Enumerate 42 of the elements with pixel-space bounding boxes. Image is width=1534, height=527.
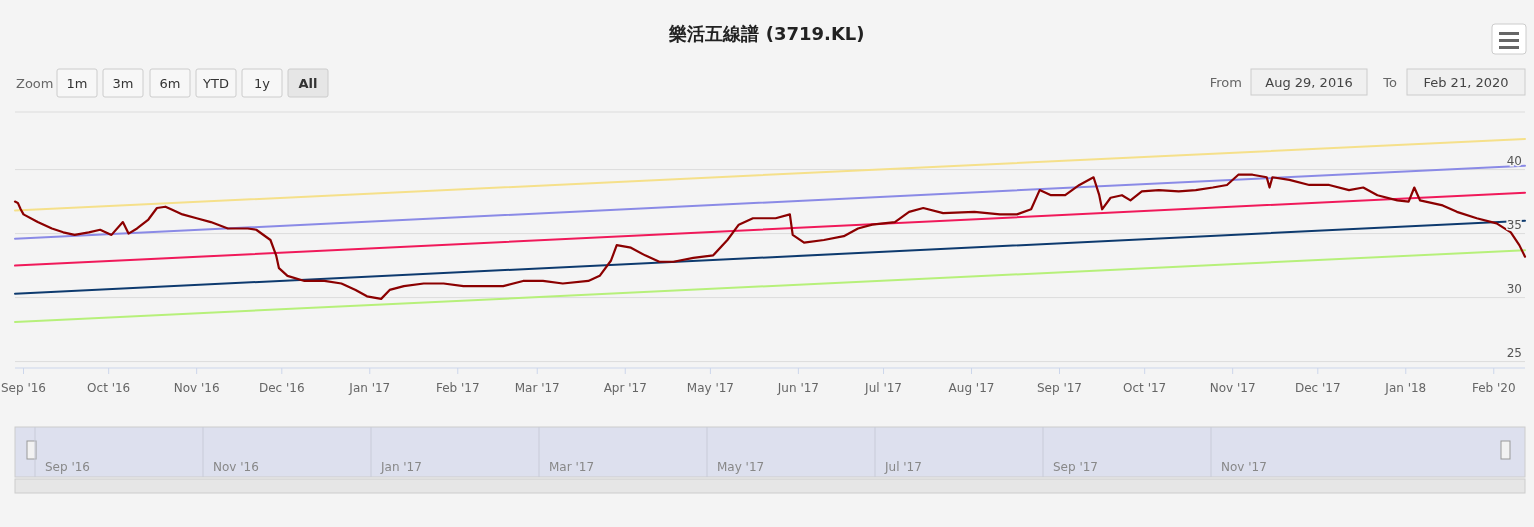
text: From (1209, 75, 1242, 90)
text: Aug 29, 2016 (1265, 75, 1353, 90)
x-tick-label: Sep '17 (1037, 381, 1083, 395)
x-tick-label: Oct '16 (87, 381, 131, 395)
x-tick-label: Feb '20 (1471, 381, 1516, 395)
text: Nov '16 (213, 460, 259, 474)
x-tick-label: Nov '16 (173, 381, 220, 395)
text: May '17 (717, 460, 765, 474)
text: Sep '17 (1053, 460, 1098, 474)
x-tick-label: Dec '17 (1295, 381, 1341, 395)
x-tick-label: Oct '17 (1123, 381, 1167, 395)
text: All (298, 76, 318, 91)
text: Feb 21, 2020 (1423, 75, 1509, 90)
x-tick-label: May '17 (686, 381, 734, 395)
y-tick-label: 35 (1506, 217, 1522, 232)
text: To (1382, 75, 1398, 90)
text: 1m (66, 76, 88, 91)
text: Sep '16 (45, 460, 90, 474)
text: 3m (112, 76, 134, 91)
x-tick-label: Jul '17 (864, 381, 902, 395)
x-tick-label: Nov '17 (1209, 381, 1256, 395)
text: 1y (254, 76, 271, 91)
text: Zoom (16, 76, 54, 91)
y-tick-label: 25 (1506, 345, 1522, 360)
text: 6m (159, 76, 181, 91)
x-tick-label: Aug '17 (948, 381, 995, 395)
x-tick-label: Dec '16 (259, 381, 305, 395)
chart-title: 樂活五線譜 (3719.KL) (668, 23, 865, 44)
x-tick-label: Mar '17 (514, 381, 560, 395)
x-tick-label: Apr '17 (603, 381, 647, 395)
x-tick-label: Feb '17 (435, 381, 480, 395)
text: Mar '17 (549, 460, 595, 474)
text: Jul '17 (884, 460, 922, 474)
x-tick-label: Jan '17 (348, 381, 391, 395)
text: Nov '17 (1221, 460, 1267, 474)
y-tick-label: 30 (1506, 281, 1522, 296)
x-tick-label: Jan '18 (1384, 381, 1427, 395)
text: Jan '17 (380, 460, 422, 474)
x-tick-label: Jun '17 (776, 381, 819, 395)
y-tick-label: 40 (1506, 153, 1522, 168)
text: YTD (202, 76, 229, 91)
x-tick-label: Sep '16 (1, 381, 47, 395)
